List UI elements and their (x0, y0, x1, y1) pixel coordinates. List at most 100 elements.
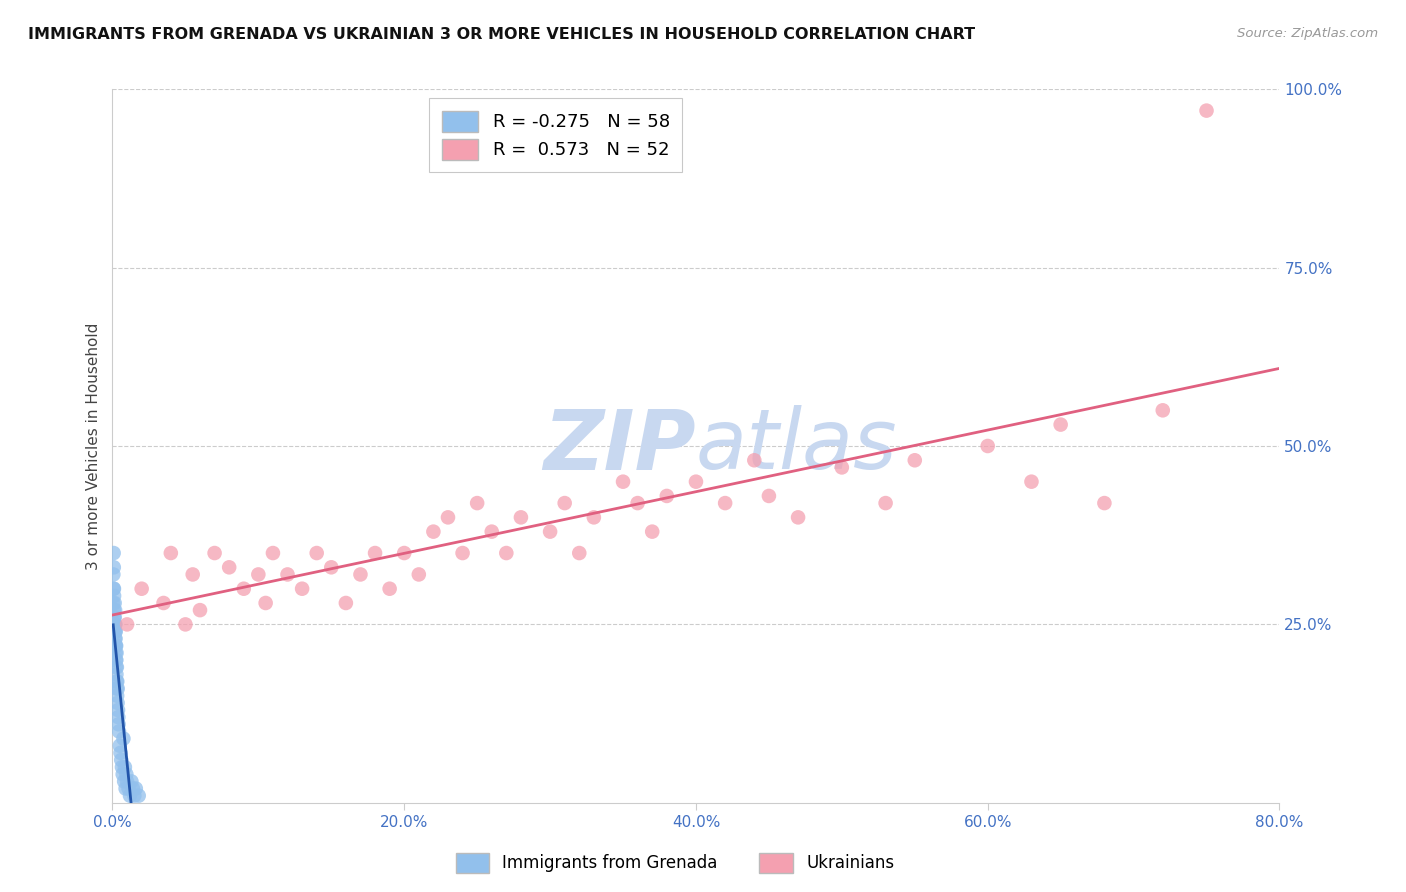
Point (554, 496, 576, 510)
Point (124, 789, 146, 803)
Point (108, 724, 131, 739)
Y-axis label: 3 or more Vehicles in Household: 3 or more Vehicles in Household (86, 322, 101, 570)
Text: ZIP: ZIP (543, 406, 696, 486)
Text: atlas: atlas (696, 406, 897, 486)
Point (103, 610, 125, 624)
Point (787, 510, 810, 524)
Point (120, 774, 142, 789)
Point (1152, 403, 1174, 417)
Point (378, 582, 401, 596)
Point (714, 496, 737, 510)
Point (152, 596, 174, 610)
Point (111, 760, 134, 774)
Point (626, 496, 648, 510)
Text: Source: ZipAtlas.com: Source: ZipAtlas.com (1237, 27, 1378, 40)
Legend: R = -0.275   N = 58, R =  0.573   N = 52: R = -0.275 N = 58, R = 0.573 N = 52 (429, 98, 682, 172)
Point (437, 510, 460, 524)
Point (105, 681, 128, 696)
Point (104, 617, 127, 632)
Point (105, 660, 128, 674)
Point (112, 731, 135, 746)
Point (451, 546, 474, 560)
Point (112, 774, 135, 789)
Point (104, 639, 127, 653)
Point (105, 639, 128, 653)
Point (107, 703, 129, 717)
Point (105, 646, 128, 660)
Point (125, 781, 148, 796)
Point (232, 582, 254, 596)
Point (742, 453, 765, 467)
Point (103, 560, 125, 574)
Point (465, 496, 488, 510)
Point (105, 653, 128, 667)
Point (122, 781, 145, 796)
Point (104, 603, 127, 617)
Point (103, 546, 125, 560)
Point (115, 767, 138, 781)
Point (131, 582, 153, 596)
Legend: Immigrants from Grenada, Ukrainians: Immigrants from Grenada, Ukrainians (449, 847, 901, 880)
Point (276, 567, 298, 582)
Point (117, 781, 139, 796)
Point (107, 717, 129, 731)
Point (831, 460, 853, 475)
Point (103, 582, 125, 596)
Point (108, 739, 131, 753)
Point (105, 660, 128, 674)
Point (392, 546, 416, 560)
Point (103, 617, 125, 632)
Point (105, 674, 128, 689)
Point (174, 617, 197, 632)
Point (160, 546, 183, 560)
Point (291, 582, 314, 596)
Point (107, 681, 129, 696)
Point (495, 546, 517, 560)
Point (105, 674, 128, 689)
Point (254, 596, 277, 610)
Point (104, 624, 127, 639)
Point (105, 689, 128, 703)
Point (103, 589, 125, 603)
Point (1049, 417, 1071, 432)
Point (128, 789, 150, 803)
Point (758, 489, 780, 503)
Point (115, 774, 138, 789)
Point (115, 617, 138, 632)
Point (218, 560, 240, 574)
Point (118, 789, 141, 803)
Point (104, 610, 127, 624)
Point (655, 489, 678, 503)
Point (104, 596, 127, 610)
Point (262, 546, 284, 560)
Text: IMMIGRANTS FROM GRENADA VS UKRAINIAN 3 OR MORE VEHICLES IN HOUSEHOLD CORRELATION: IMMIGRANTS FROM GRENADA VS UKRAINIAN 3 O… (28, 27, 976, 42)
Point (188, 603, 211, 617)
Point (1021, 475, 1043, 489)
Point (582, 510, 605, 524)
Point (114, 781, 136, 796)
Point (204, 546, 226, 560)
Point (612, 475, 634, 489)
Point (408, 567, 430, 582)
Point (247, 567, 270, 582)
Point (305, 546, 328, 560)
Point (1195, 103, 1218, 118)
Point (107, 710, 129, 724)
Point (641, 524, 664, 539)
Point (481, 524, 503, 539)
Point (321, 560, 343, 574)
Point (110, 753, 132, 767)
Point (105, 667, 128, 681)
Point (349, 567, 371, 582)
Point (181, 567, 204, 582)
Point (422, 524, 444, 539)
Point (104, 617, 127, 632)
Point (904, 453, 927, 467)
Point (1092, 496, 1115, 510)
Point (976, 439, 998, 453)
Point (104, 632, 127, 646)
Point (103, 603, 125, 617)
Point (103, 624, 125, 639)
Point (107, 696, 129, 710)
Point (538, 524, 561, 539)
